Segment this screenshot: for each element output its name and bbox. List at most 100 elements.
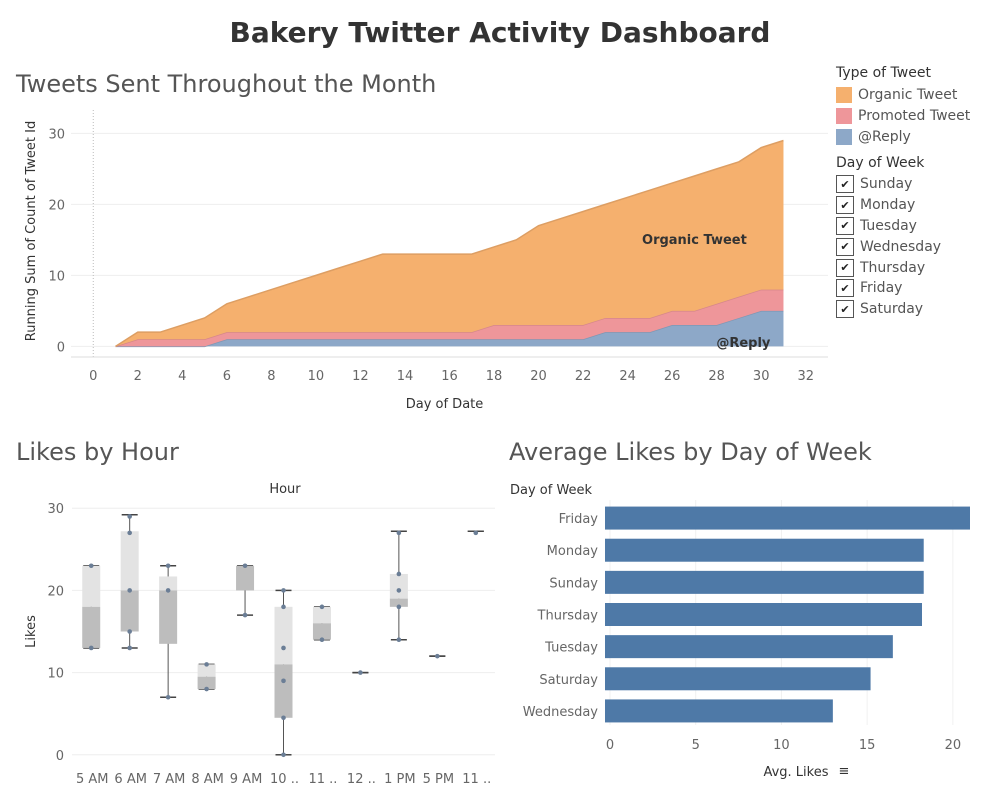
day-of-week-filter: Day of Week ✔ Sunday ✔ Monday ✔ Tuesday ✔ Wedne… bbox=[836, 154, 996, 320]
data-point bbox=[127, 645, 132, 651]
box-upper bbox=[312, 606, 331, 624]
checkbox[interactable]: ✔ bbox=[836, 196, 854, 215]
filter-option-thursday[interactable]: ✔ Thursday bbox=[836, 257, 996, 278]
dashboard-title: Bakery Twitter Activity Dashboard bbox=[229, 16, 771, 49]
y-tick-label: 30 bbox=[47, 502, 64, 517]
data-point bbox=[165, 588, 171, 593]
x-tick-label: 18 bbox=[486, 369, 503, 384]
filter-option-label: Sunday bbox=[860, 176, 913, 193]
legend-item[interactable]: Organic Tweet bbox=[836, 84, 996, 105]
data-point bbox=[358, 670, 363, 675]
checkbox[interactable]: ✔ bbox=[836, 237, 854, 256]
legend-item[interactable]: Promoted Tweet bbox=[836, 105, 996, 126]
data-point bbox=[127, 530, 132, 536]
x-tick-label: 15 bbox=[859, 738, 876, 753]
data-point bbox=[281, 588, 286, 593]
data-point bbox=[204, 686, 209, 692]
filter-option-sunday[interactable]: ✔ Sunday bbox=[836, 174, 996, 195]
x-tick-label: 10 bbox=[773, 738, 790, 753]
data-point bbox=[242, 563, 248, 569]
bar bbox=[605, 538, 924, 562]
box-upper bbox=[120, 531, 139, 591]
data-point bbox=[281, 752, 286, 758]
x-tick-label: 14 bbox=[397, 369, 414, 384]
x-axis-title: Day of Date bbox=[406, 397, 484, 412]
y-tick-label: 20 bbox=[47, 584, 64, 599]
box-upper bbox=[197, 664, 216, 677]
x-tick-label: 0 bbox=[606, 738, 614, 753]
y-tick-label: Thursday bbox=[537, 609, 599, 624]
data-point bbox=[319, 637, 325, 643]
area-annotation: @Reply bbox=[716, 336, 771, 351]
avg-likes-title: Average Likes by Day of Week bbox=[509, 438, 872, 466]
data-point bbox=[242, 612, 248, 618]
filter-option-saturday[interactable]: ✔ Saturday bbox=[836, 299, 996, 320]
box-lower bbox=[389, 598, 408, 607]
area-reply bbox=[115, 310, 784, 347]
filter-option-tuesday[interactable]: ✔ Tuesday bbox=[836, 216, 996, 237]
y-tick-label: Sunday bbox=[549, 576, 598, 591]
x-tick-label: 30 bbox=[753, 369, 770, 384]
x-tick-label: 16 bbox=[441, 369, 458, 384]
x-axis-title: Avg. Likes bbox=[763, 765, 828, 780]
data-point bbox=[127, 629, 132, 634]
filter-option-monday[interactable]: ✔ Monday bbox=[836, 195, 996, 216]
area-organictweet bbox=[115, 140, 784, 347]
y-axis-title: Likes bbox=[24, 615, 39, 648]
checkbox[interactable]: ✔ bbox=[836, 279, 854, 298]
avg-likes-bar-chart: 0 5 10 15 20 Day of Week Avg. Likes ≡ Friday Mond… bbox=[510, 483, 970, 780]
filter-option-label: Wednesday bbox=[860, 238, 942, 255]
data-point bbox=[396, 530, 402, 536]
x-tick-label: 0 bbox=[89, 369, 97, 384]
box-lower bbox=[197, 676, 216, 690]
x-tick-label: 1 PM bbox=[384, 772, 415, 787]
legend-title: Type of Tweet bbox=[836, 65, 931, 81]
y-tick-label: 20 bbox=[48, 198, 65, 213]
tweet-type-legend: Type of Tweet Organic Tweet Promoted Twee… bbox=[836, 64, 996, 320]
box-lower bbox=[274, 664, 293, 718]
box-lower bbox=[312, 623, 331, 640]
y-tick-label: Wednesday bbox=[523, 705, 599, 720]
box-upper bbox=[389, 573, 408, 599]
x-tick-label: 6 AM bbox=[114, 772, 147, 787]
x-tick-label: 5 AM bbox=[76, 772, 109, 787]
x-tick-label: 20 bbox=[530, 369, 547, 384]
filter-option-label: Tuesday bbox=[860, 217, 917, 234]
checkbox[interactable]: ✔ bbox=[836, 216, 854, 235]
sort-icon[interactable]: ≡ bbox=[839, 764, 850, 779]
legend-item[interactable]: @Reply bbox=[836, 126, 996, 147]
x-tick-label: 6 bbox=[223, 369, 231, 384]
box-lower bbox=[159, 590, 178, 644]
data-point bbox=[396, 637, 402, 643]
box-lower bbox=[120, 590, 139, 632]
filter-option-friday[interactable]: ✔ Friday bbox=[836, 278, 996, 299]
checkbox[interactable]: ✔ bbox=[836, 258, 854, 277]
checkbox[interactable]: ✔ bbox=[836, 300, 854, 319]
y-axis-title: Running Sum of Count of Tweet Id bbox=[24, 121, 39, 342]
y-tick-label: 0 bbox=[57, 340, 65, 355]
y-axis-title: Day of Week bbox=[510, 483, 593, 498]
data-point bbox=[435, 653, 440, 659]
data-point bbox=[88, 645, 94, 651]
x-tick-label: 5 PM bbox=[423, 772, 454, 787]
legend-swatch bbox=[836, 128, 852, 145]
x-tick-label: 5 bbox=[692, 738, 700, 753]
tweets-section-title: Tweets Sent Throughout the Month bbox=[16, 70, 437, 98]
checkbox[interactable]: ✔ bbox=[836, 175, 854, 194]
x-tick-label: 20 bbox=[945, 738, 962, 753]
y-tick-label: Tuesday bbox=[544, 641, 598, 656]
x-tick-label: 11 .. bbox=[462, 772, 491, 787]
data-point bbox=[127, 514, 132, 519]
x-tick-label: 11 .. bbox=[308, 772, 337, 787]
y-tick-label: 0 bbox=[56, 749, 64, 764]
box-upper bbox=[82, 565, 101, 607]
box-upper bbox=[159, 576, 178, 591]
filter-option-label: Friday bbox=[860, 280, 903, 297]
data-point bbox=[281, 715, 286, 721]
x-tick-label: 28 bbox=[708, 369, 725, 384]
data-point bbox=[88, 563, 94, 569]
bar bbox=[605, 603, 922, 626]
bar bbox=[605, 667, 871, 691]
x-tick-label: 4 bbox=[178, 369, 186, 384]
filter-option-wednesday[interactable]: ✔ Wednesday bbox=[836, 236, 996, 257]
